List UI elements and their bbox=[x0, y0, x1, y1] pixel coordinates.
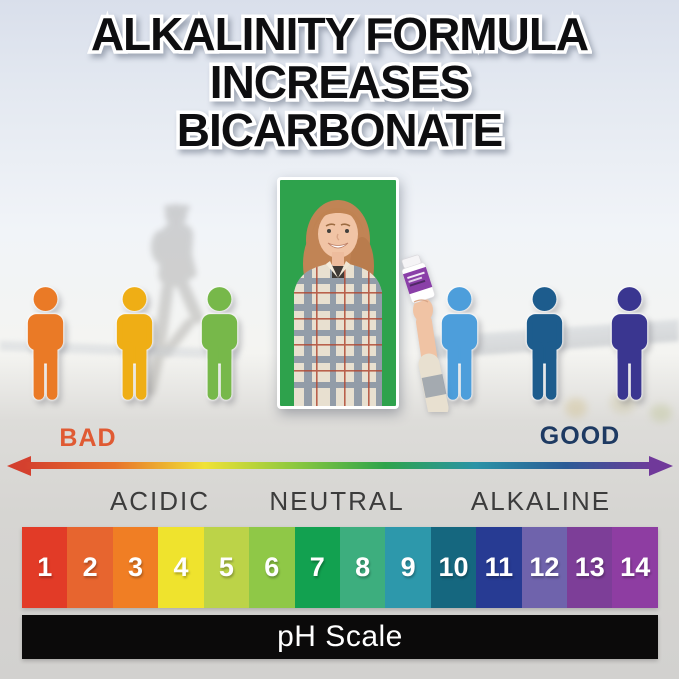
woman-illustration bbox=[294, 200, 382, 406]
ph-cell: 4 bbox=[158, 527, 204, 608]
ph-cell-value: 6 bbox=[264, 552, 280, 582]
headline: ALKALINITY FORMULA INCREASES BICARBONATE bbox=[0, 7, 679, 158]
ph-cell-value: 1 bbox=[37, 552, 53, 582]
person-icon bbox=[611, 287, 648, 400]
ph-cell-value: 10 bbox=[438, 552, 469, 582]
ph-cell-value: 2 bbox=[82, 552, 98, 582]
ph-cell: 12 bbox=[521, 527, 568, 608]
person-icon bbox=[526, 287, 563, 400]
ph-cell: 9 bbox=[385, 527, 431, 608]
ph-scale-strip: 1 2 3 4 5 6 7 8 9 10 11 12 13 14 bbox=[22, 527, 658, 608]
ph-cell: 5 bbox=[203, 527, 250, 608]
ph-cell: 2 bbox=[67, 527, 113, 608]
hand-with-bottle bbox=[401, 254, 449, 412]
person-icon bbox=[201, 287, 238, 400]
ph-scale-caption-bar: pH Scale bbox=[22, 615, 658, 659]
ph-cell: 8 bbox=[339, 527, 386, 608]
ph-cell-value: 14 bbox=[620, 552, 651, 582]
ph-cell-value: 3 bbox=[128, 552, 144, 582]
ph-cell: 7 bbox=[294, 527, 340, 608]
good-label: GOOD bbox=[539, 422, 621, 450]
neutral-label: NEUTRAL bbox=[269, 486, 405, 516]
ph-cell-value: 5 bbox=[218, 552, 234, 582]
ph-scale-caption: pH Scale bbox=[277, 620, 403, 653]
ph-cell-value: 13 bbox=[574, 552, 605, 582]
headline-line-1: ALKALINITY FORMULA bbox=[87, 7, 592, 62]
ph-cell: 3 bbox=[112, 527, 159, 608]
ph-cell: 6 bbox=[249, 527, 295, 608]
ph-cell: 13 bbox=[567, 527, 613, 608]
person-icon bbox=[441, 287, 478, 400]
ph-cell: 1 bbox=[22, 527, 68, 608]
ph-cell-value: 4 bbox=[173, 552, 189, 582]
supplement-bottle bbox=[401, 254, 435, 304]
headline-line-2: INCREASES bbox=[206, 55, 473, 110]
ph-cell: 10 bbox=[430, 527, 477, 608]
woman-photo bbox=[277, 177, 399, 409]
ph-cell: 11 bbox=[476, 527, 522, 608]
acidic-label: ACIDIC bbox=[109, 486, 211, 516]
ph-cell-value: 8 bbox=[355, 552, 371, 582]
headline-line-3: BICARBONATE bbox=[173, 103, 506, 158]
ph-cell-value: 9 bbox=[400, 552, 416, 582]
ph-gradient-arrow-bar bbox=[24, 462, 656, 469]
ph-cell-value: 7 bbox=[309, 552, 325, 582]
alkaline-label: ALKALINE bbox=[470, 486, 612, 516]
ph-cell: 14 bbox=[612, 527, 658, 608]
ph-cell-value: 12 bbox=[529, 552, 560, 582]
bad-label: BAD bbox=[59, 424, 117, 452]
person-icon bbox=[27, 287, 64, 400]
ph-cell-value: 11 bbox=[484, 552, 514, 582]
person-icon bbox=[116, 287, 153, 400]
arrowhead-right-icon bbox=[649, 456, 673, 476]
